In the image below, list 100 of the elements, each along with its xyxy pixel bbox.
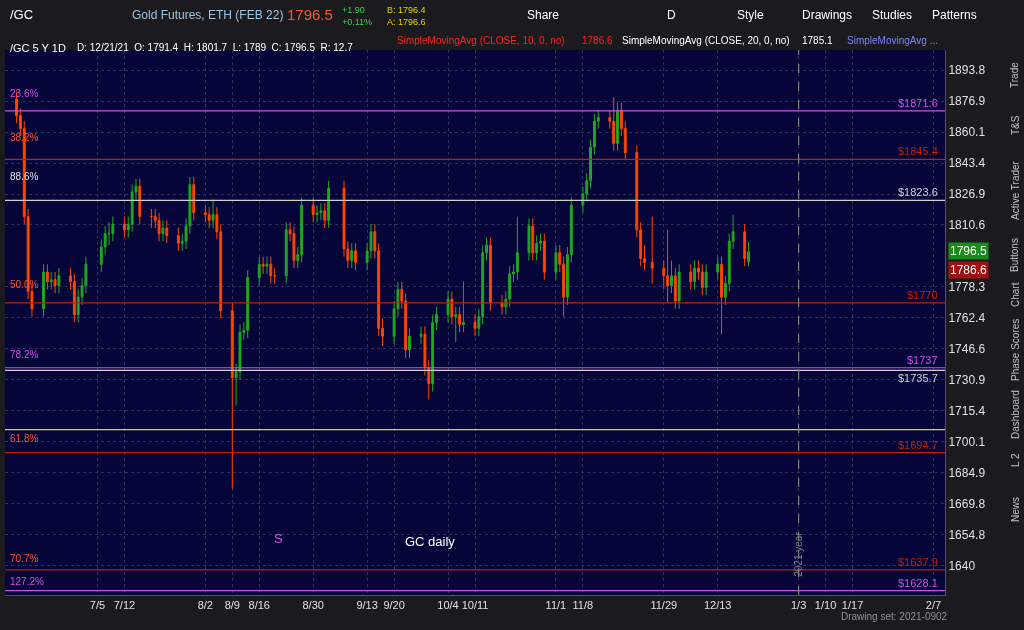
candlestick xyxy=(265,256,269,275)
y-tick-label: 1826.9 xyxy=(948,187,986,202)
candlestick xyxy=(616,102,619,152)
candlestick xyxy=(720,256,723,335)
y-tick-label: 1669.8 xyxy=(948,496,986,511)
candlestick xyxy=(704,263,708,296)
ref-line-label: $1770 xyxy=(907,289,938,301)
x-tick-label: 8/30 xyxy=(302,599,324,612)
text: T&S xyxy=(1010,115,1021,135)
text: D xyxy=(667,8,676,22)
candlestick xyxy=(515,216,519,281)
y-tick-label: 1746.6 xyxy=(948,341,986,356)
x-tick-label: 12/13 xyxy=(703,599,732,612)
annotation: 127.2% xyxy=(10,576,45,587)
y-tick-label: 1876.9 xyxy=(948,94,986,109)
candlestick xyxy=(677,263,681,310)
text: 1796.5 xyxy=(950,244,988,258)
candlestick xyxy=(554,244,558,281)
candlestick xyxy=(161,219,165,242)
candlestick xyxy=(315,204,319,223)
candlestick xyxy=(122,216,126,238)
text: A: 1796.6 xyxy=(387,17,426,27)
candlestick xyxy=(292,225,296,269)
x-tick-label: 10/11 xyxy=(461,599,489,612)
x-tick-label: 9/20 xyxy=(383,599,405,612)
annotation: 23.6% xyxy=(10,88,39,99)
x-tick-label: 1/17 xyxy=(841,599,864,612)
x-tick-label: 1/10 xyxy=(814,599,837,612)
text: Buttons xyxy=(1009,238,1020,272)
candlestick xyxy=(57,267,61,294)
candlestick xyxy=(192,176,196,221)
y-tick-label: 1762.4 xyxy=(948,310,986,325)
y-tick-label: 1715.4 xyxy=(948,404,986,418)
y-tick-label: 1778.3 xyxy=(948,280,986,295)
candlestick xyxy=(319,202,323,221)
candlestick xyxy=(700,263,704,296)
candlestick xyxy=(673,267,677,310)
x-tick-label: 7/12 xyxy=(113,599,136,612)
text: Share xyxy=(527,8,560,22)
ref-line-label: $1871.6 xyxy=(898,97,938,109)
candlestick xyxy=(693,259,697,290)
text: 1786.6 xyxy=(950,263,988,277)
candlestick xyxy=(257,256,261,287)
candlestick xyxy=(450,290,454,325)
ref-line-label: $1735.7 xyxy=(898,372,938,384)
text: Style xyxy=(737,8,764,22)
candlestick xyxy=(650,216,654,285)
candlestick xyxy=(49,271,53,290)
candlestick xyxy=(149,208,153,229)
x-tick-label: 8/2 xyxy=(197,599,213,612)
ref-line-label: $1694.7 xyxy=(898,439,938,451)
text: +1.90 xyxy=(342,5,365,15)
annotation: 70.7% xyxy=(10,553,39,564)
candlestick xyxy=(261,256,265,275)
ref-line-label: $1823.6 xyxy=(898,186,938,198)
candlestick xyxy=(454,306,458,343)
candlestick xyxy=(419,325,423,345)
text: Chart xyxy=(1010,282,1021,307)
text: 1785.1 xyxy=(802,35,834,46)
text: Active Trader xyxy=(1010,160,1021,220)
text: Drawing set: 2021-0902 xyxy=(841,611,948,622)
text: 1786.6 xyxy=(582,35,614,46)
ref-line-label: $1845.4 xyxy=(898,145,938,157)
text: SimpleMovingAvg ... xyxy=(847,35,938,46)
candlestick xyxy=(211,199,215,229)
text: Patterns xyxy=(932,8,977,22)
annotation: GC daily xyxy=(405,534,456,549)
candlestick xyxy=(527,217,531,261)
text: +0.11% xyxy=(342,17,373,27)
chart-subtitle: D: 12/21/21 O: 1791.4 H: 1801.7 L: 1789 C: 1796.5 R: 12.7 xyxy=(77,42,354,53)
y-tick-label: 1810.6 xyxy=(948,218,986,233)
candlestick xyxy=(130,183,134,233)
candlestick xyxy=(111,216,115,242)
x-tick-label: 11/29 xyxy=(650,599,678,612)
y-tick-label: 1654.8 xyxy=(948,527,986,542)
y-tick-label: 1684.9 xyxy=(948,465,986,480)
text: Phase Scores xyxy=(1010,318,1021,381)
candlestick xyxy=(45,263,49,290)
candlestick xyxy=(138,178,142,225)
text: /GC xyxy=(10,7,34,22)
candlestick xyxy=(42,263,45,318)
candlestick xyxy=(176,227,180,252)
candlestick xyxy=(350,242,354,269)
candlestick xyxy=(408,327,411,359)
y-tick-label: 1640 xyxy=(948,558,976,573)
candlestick xyxy=(747,241,750,267)
candlestick xyxy=(323,202,327,229)
text: Drawings xyxy=(802,8,853,22)
text: Trade xyxy=(1009,61,1020,88)
candlestick xyxy=(535,235,539,261)
text: L 2 xyxy=(1010,453,1021,467)
candlestick xyxy=(473,314,477,337)
candlestick xyxy=(716,256,720,281)
candlestick xyxy=(500,294,504,316)
y-tick-label: 1700.1 xyxy=(948,434,986,449)
candlestick xyxy=(327,180,331,229)
text: B: 1796.4 xyxy=(387,5,426,15)
text: 1796.5 xyxy=(287,6,333,23)
text: SimpleMovingAvg (CLOSE, 10, 0, no) xyxy=(397,35,565,46)
ref-line-label: $1637.9 xyxy=(898,556,938,568)
